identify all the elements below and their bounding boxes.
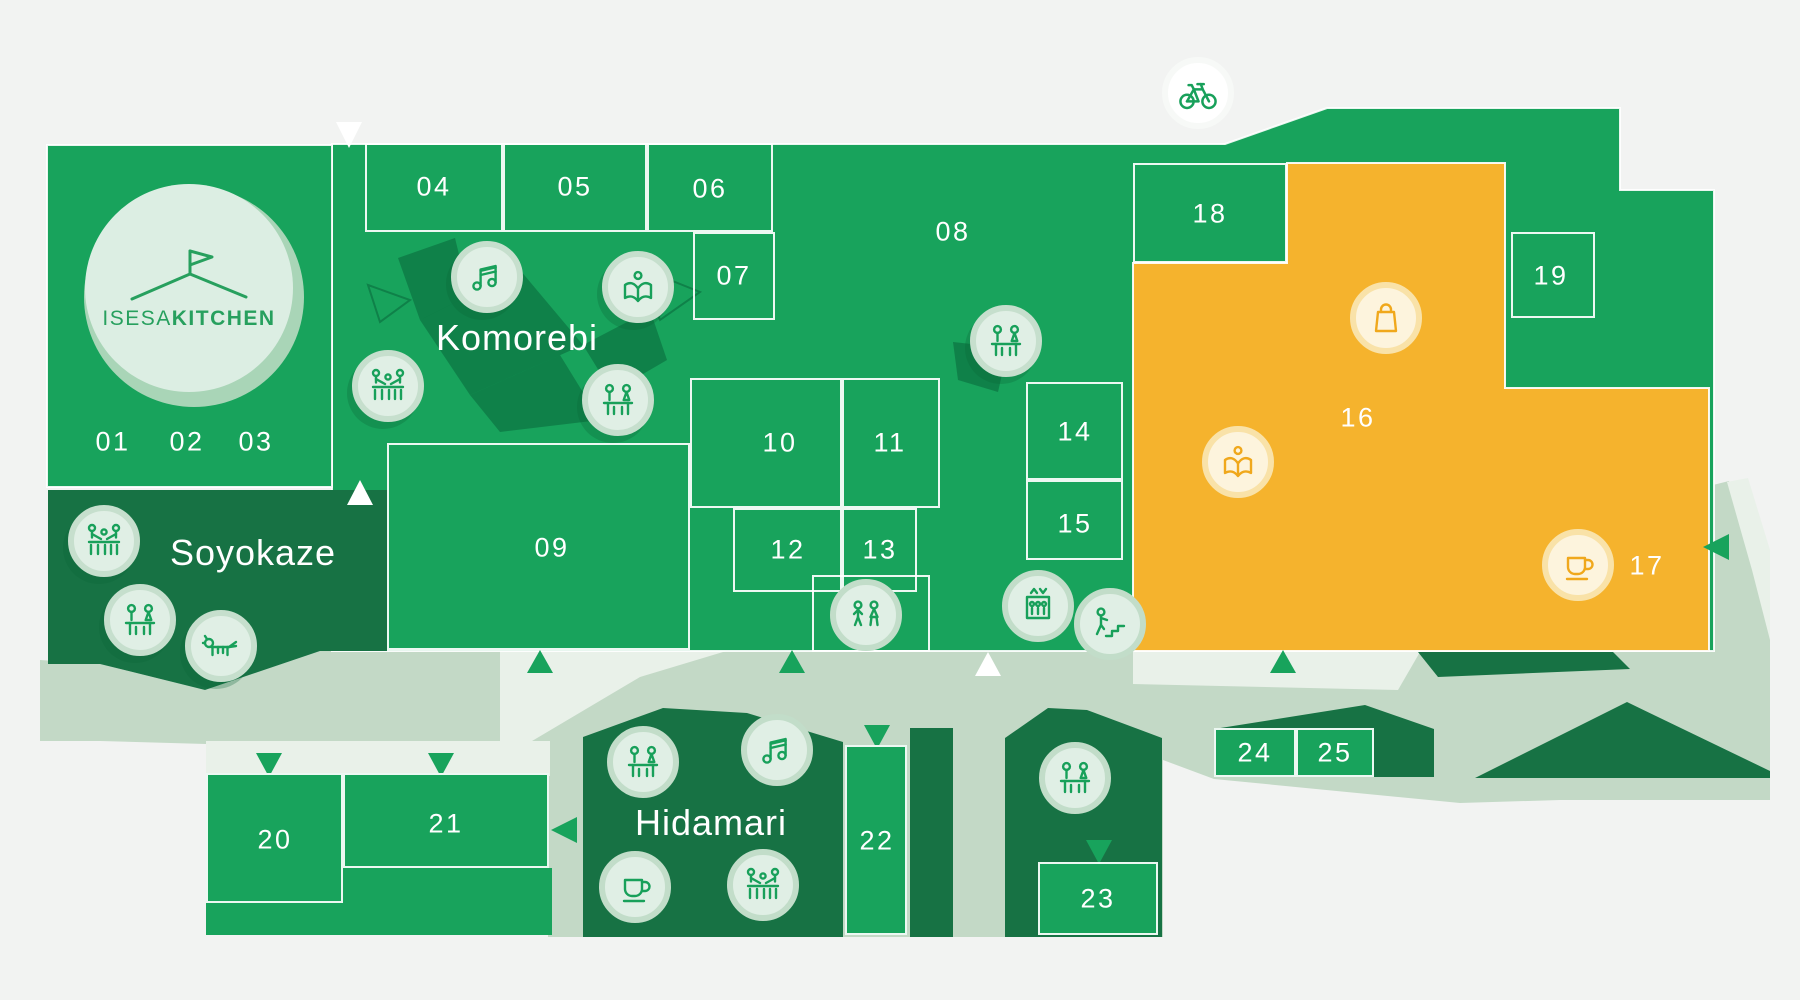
unit-box-22[interactable] [845,745,907,935]
zone-label-komorebi: Komorebi [435,317,599,358]
unit-box-05[interactable] [503,143,647,232]
unit-label-05[interactable]: 05 [557,171,593,202]
kids-icon [830,579,902,651]
kids-area-box [812,575,930,652]
unit-box-19[interactable] [1511,232,1595,318]
unit-label-17[interactable]: 17 [1629,550,1665,581]
unit-box-10[interactable] [690,378,842,508]
flag-roof-icon [130,249,248,301]
arrow-down-icon [256,753,282,777]
dark-strip-22 [910,728,953,937]
dark-wedge-24-25 [1214,705,1434,777]
walkway-light-strip [1727,478,1770,640]
unit-box-23[interactable] [1038,862,1158,935]
unit-label-22[interactable]: 22 [859,825,895,856]
unit-label-21[interactable]: 21 [428,808,464,839]
logo-text-regular: ISESA [102,307,172,330]
bicycle-icon [1162,57,1234,129]
unit-label-20[interactable]: 20 [257,824,293,855]
meeting-icon [970,305,1042,377]
arrow-up-icon [1270,650,1296,673]
music-icon [741,714,813,786]
unit-label-06[interactable]: 06 [692,173,728,204]
unit-box-15[interactable] [1026,480,1123,560]
unit-label-15[interactable]: 15 [1057,508,1093,539]
unit-label-02[interactable]: 02 [169,426,205,457]
unit-label-12[interactable]: 12 [770,534,806,565]
dog-icon [185,610,257,682]
unit-box-25[interactable] [1296,728,1374,777]
family-icon [727,849,799,921]
coffee-icon [1542,529,1614,601]
walkway-light-strip [206,741,550,776]
arrow-down-icon [336,122,362,148]
arrow-up-icon [975,652,1001,676]
unit-box-07[interactable] [693,232,775,320]
coffee-icon [599,851,671,923]
unit-box-18[interactable] [1133,163,1287,263]
unit-label-08[interactable]: 08 [935,216,971,247]
unit-label-13[interactable]: 13 [862,534,898,565]
arrow-up-icon [527,650,553,673]
entrance-arrows-white [336,122,1001,676]
arrow-up-icon [779,650,805,673]
isesa-kitchen-logo: ISESAKITCHEN [85,184,293,392]
dark-band-right [1418,652,1630,677]
shopping-bag-icon [1350,282,1422,354]
unit-box-20[interactable] [206,773,343,903]
unit-box-12[interactable] [733,508,842,592]
unit-16-17-highlight[interactable] [1132,162,1710,652]
arrow-up-icon [347,480,373,505]
reading-icon [602,251,674,323]
unit-label-19[interactable]: 19 [1533,260,1569,291]
unit-label-04[interactable]: 04 [416,171,452,202]
dark-house-right [1475,702,1770,778]
reading-icon [1202,426,1274,498]
arrow-down-icon [864,725,890,749]
unit-label-11[interactable]: 11 [873,427,907,458]
unit-label-16[interactable]: 16 [1340,402,1376,433]
meeting-icon [1039,742,1111,814]
unit-box-14[interactable] [1026,382,1123,480]
unit-box-24[interactable] [1214,728,1296,777]
unit-box-11[interactable] [842,378,940,508]
unit-box-09[interactable] [387,443,690,650]
unit-label-10[interactable]: 10 [762,427,798,458]
unit-label-07[interactable]: 07 [716,260,752,291]
unit-label-09[interactable]: 09 [534,532,570,563]
walkway-light-strip [500,649,733,760]
unit-label-23[interactable]: 23 [1080,883,1116,914]
arrow-left-icon [1703,534,1729,560]
unit-label-01[interactable]: 01 [95,426,131,457]
walkway[interactable] [40,481,1770,937]
unit-label-03[interactable]: 03 [238,426,274,457]
meeting-icon [582,364,654,436]
logo-text-bold: KITCHEN [171,307,276,330]
meeting-icon [607,726,679,798]
unit-box-06[interactable] [647,143,773,232]
logo-text: ISESAKITCHEN [102,307,275,331]
elevator-icon [1002,570,1074,642]
zone-label-hidamari: Hidamari [634,802,788,843]
unit-box-21[interactable] [343,773,549,868]
entrance-arrows-green [256,534,1729,864]
stairs-icon [1074,588,1146,660]
meeting-icon [104,584,176,656]
arrow-down-icon [1086,840,1112,864]
unit-label-25[interactable]: 25 [1317,737,1353,768]
music-icon [451,241,523,313]
unit-box-04[interactable] [365,143,503,232]
family-icon [68,505,140,577]
unit-label-24[interactable]: 24 [1237,737,1273,768]
strip-under-20-21 [206,868,552,935]
unit-label-14[interactable]: 14 [1057,416,1093,447]
zone-label-soyokaze: Soyokaze [169,532,337,573]
arrow-left-icon [551,817,577,843]
unit-label-18[interactable]: 18 [1192,198,1228,229]
arrow-down-icon [428,753,454,777]
family-icon [352,350,424,422]
